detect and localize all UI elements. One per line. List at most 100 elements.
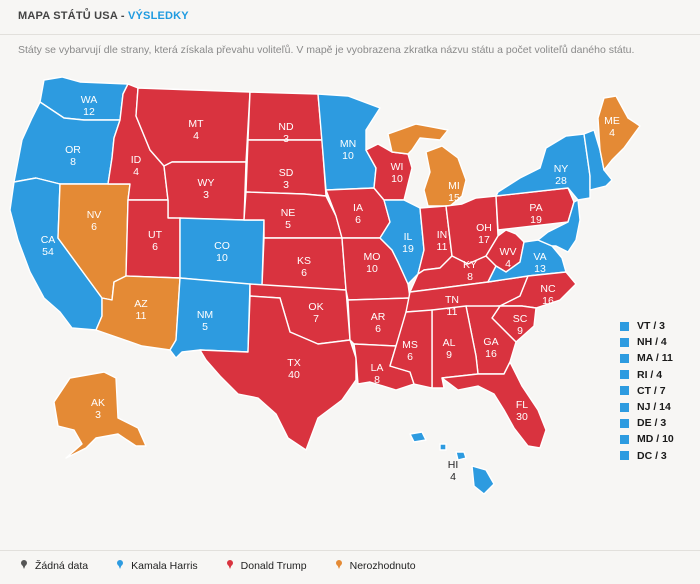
state-me[interactable] [597, 95, 641, 171]
state-votes-ia: 6 [355, 214, 361, 226]
state-abbr-sc: SC [513, 313, 528, 325]
state-votes-nc: 16 [542, 295, 554, 307]
state-votes-ut: 6 [152, 241, 158, 253]
small-state-swatch [620, 321, 629, 331]
small-state-swatch [620, 353, 629, 363]
state-votes-nd: 3 [283, 133, 289, 145]
small-state-label: CT / 7 [637, 384, 666, 397]
state-votes-sc: 9 [517, 325, 523, 337]
state-votes-hi: 4 [450, 471, 456, 483]
state-abbr-mt: MT [188, 118, 204, 130]
state-votes-pa: 19 [530, 214, 542, 226]
small-state-item[interactable]: NH / 4 [620, 334, 700, 350]
legend-label: Nerozhodnuto [349, 560, 416, 572]
state-votes-nv: 6 [91, 221, 97, 233]
legend-label: Donald Trump [240, 560, 307, 572]
state-votes-co: 10 [216, 252, 228, 264]
state-tx[interactable] [199, 295, 357, 451]
map-pin-icon [224, 560, 236, 572]
state-abbr-ny: NY [554, 163, 569, 175]
state-ms[interactable] [389, 309, 433, 389]
state-votes-wi: 10 [391, 173, 403, 185]
map-title: MAPA STÁTŮ USA [18, 10, 118, 22]
results-tab[interactable]: VÝSLEDKY [127, 10, 189, 22]
state-abbr-al: AL [443, 337, 456, 349]
small-state-label: VT / 3 [637, 320, 666, 333]
state-votes-mt: 4 [193, 130, 199, 142]
state-votes-nm: 5 [202, 321, 208, 333]
small-state-item[interactable]: MA / 11 [620, 350, 700, 366]
state-abbr-nm: NM [197, 309, 213, 321]
map-legend: Žádná data Kamala Harris Donald Trump Neroz… [18, 560, 442, 572]
small-state-swatch [620, 402, 629, 412]
small-state-item[interactable]: DE / 3 [620, 415, 700, 431]
state-votes-ak: 3 [95, 409, 101, 421]
state-abbr-id: ID [131, 154, 142, 166]
state-votes-me: 4 [609, 127, 615, 139]
state-wi[interactable] [365, 143, 413, 201]
state-votes-id: 4 [133, 166, 139, 178]
small-state-item[interactable]: NJ / 14 [620, 399, 700, 415]
state-abbr-az: AZ [134, 298, 148, 310]
small-state-item[interactable]: CT / 7 [620, 383, 700, 399]
state-abbr-nd: ND [278, 121, 294, 133]
small-state-swatch [620, 337, 629, 347]
state-votes-tn: 11 [447, 306, 458, 318]
small-state-item[interactable]: RI / 4 [620, 367, 700, 383]
map-pin-icon [18, 560, 30, 572]
state-abbr-ak: AK [91, 397, 105, 409]
legend-divider [0, 550, 700, 551]
small-state-swatch [620, 370, 629, 380]
state-votes-or: 8 [70, 156, 76, 168]
state-nj-de-md[interactable] [537, 199, 581, 253]
us-map: WA12OR8CA54NV6ID4MT4WY3UT6AZ11CO10NM5ND3… [9, 76, 641, 495]
small-state-label: MD / 10 [637, 433, 674, 446]
state-votes-ny: 28 [555, 175, 567, 187]
state-abbr-tx: TX [287, 357, 300, 369]
small-state-label: DE / 3 [637, 417, 667, 430]
state-abbr-or: OR [65, 144, 81, 156]
legend-item[interactable]: Donald Trump [224, 560, 307, 572]
state-votes-oh: 17 [478, 234, 490, 246]
state-abbr-mn: MN [340, 138, 356, 150]
legend-label: Kamala Harris [131, 560, 198, 572]
small-state-item[interactable]: MD / 10 [620, 431, 700, 447]
state-abbr-oh: OH [476, 222, 492, 234]
small-state-swatch [620, 451, 629, 461]
state-ne-region[interactable] [583, 129, 613, 191]
state-abbr-mo: MO [364, 251, 381, 263]
state-fl[interactable] [441, 361, 547, 449]
state-votes-tx: 40 [288, 369, 300, 381]
state-abbr-in: IN [437, 229, 448, 241]
legend-item[interactable]: Žádná data [18, 560, 88, 572]
state-il[interactable] [379, 199, 425, 285]
legend-item[interactable]: Nerozhodnuto [333, 560, 416, 572]
map-description: Státy se vybarvují dle strany, která zís… [18, 44, 635, 56]
state-votes-wy: 3 [203, 189, 209, 201]
small-state-item[interactable]: DC / 3 [620, 448, 700, 464]
state-abbr-il: IL [404, 231, 413, 243]
page-title: MAPA STÁTŮ USA - VÝSLEDKY [18, 10, 189, 22]
state-abbr-ca: CA [41, 234, 56, 246]
state-votes-ok: 7 [313, 313, 319, 325]
state-votes-il: 19 [402, 243, 414, 255]
state-abbr-ms: MS [402, 339, 418, 351]
state-abbr-ne: NE [281, 207, 296, 219]
small-state-item[interactable]: VT / 3 [620, 318, 700, 334]
header-divider [0, 34, 700, 35]
state-votes-ca: 54 [42, 246, 54, 258]
state-ak[interactable] [53, 371, 147, 459]
state-ny[interactable] [495, 133, 591, 201]
state-abbr-va: VA [533, 251, 546, 263]
state-abbr-ar: AR [371, 311, 386, 323]
legend-item[interactable]: Kamala Harris [114, 560, 198, 572]
state-abbr-ga: GA [483, 336, 498, 348]
small-state-swatch [620, 418, 629, 428]
state-mi[interactable] [387, 123, 467, 207]
state-va[interactable] [487, 239, 567, 283]
title-separator: - [117, 10, 128, 22]
state-hi[interactable] [409, 431, 495, 495]
small-state-swatch [620, 434, 629, 444]
state-votes-mo: 10 [366, 263, 378, 275]
map-pin-icon [114, 560, 126, 572]
